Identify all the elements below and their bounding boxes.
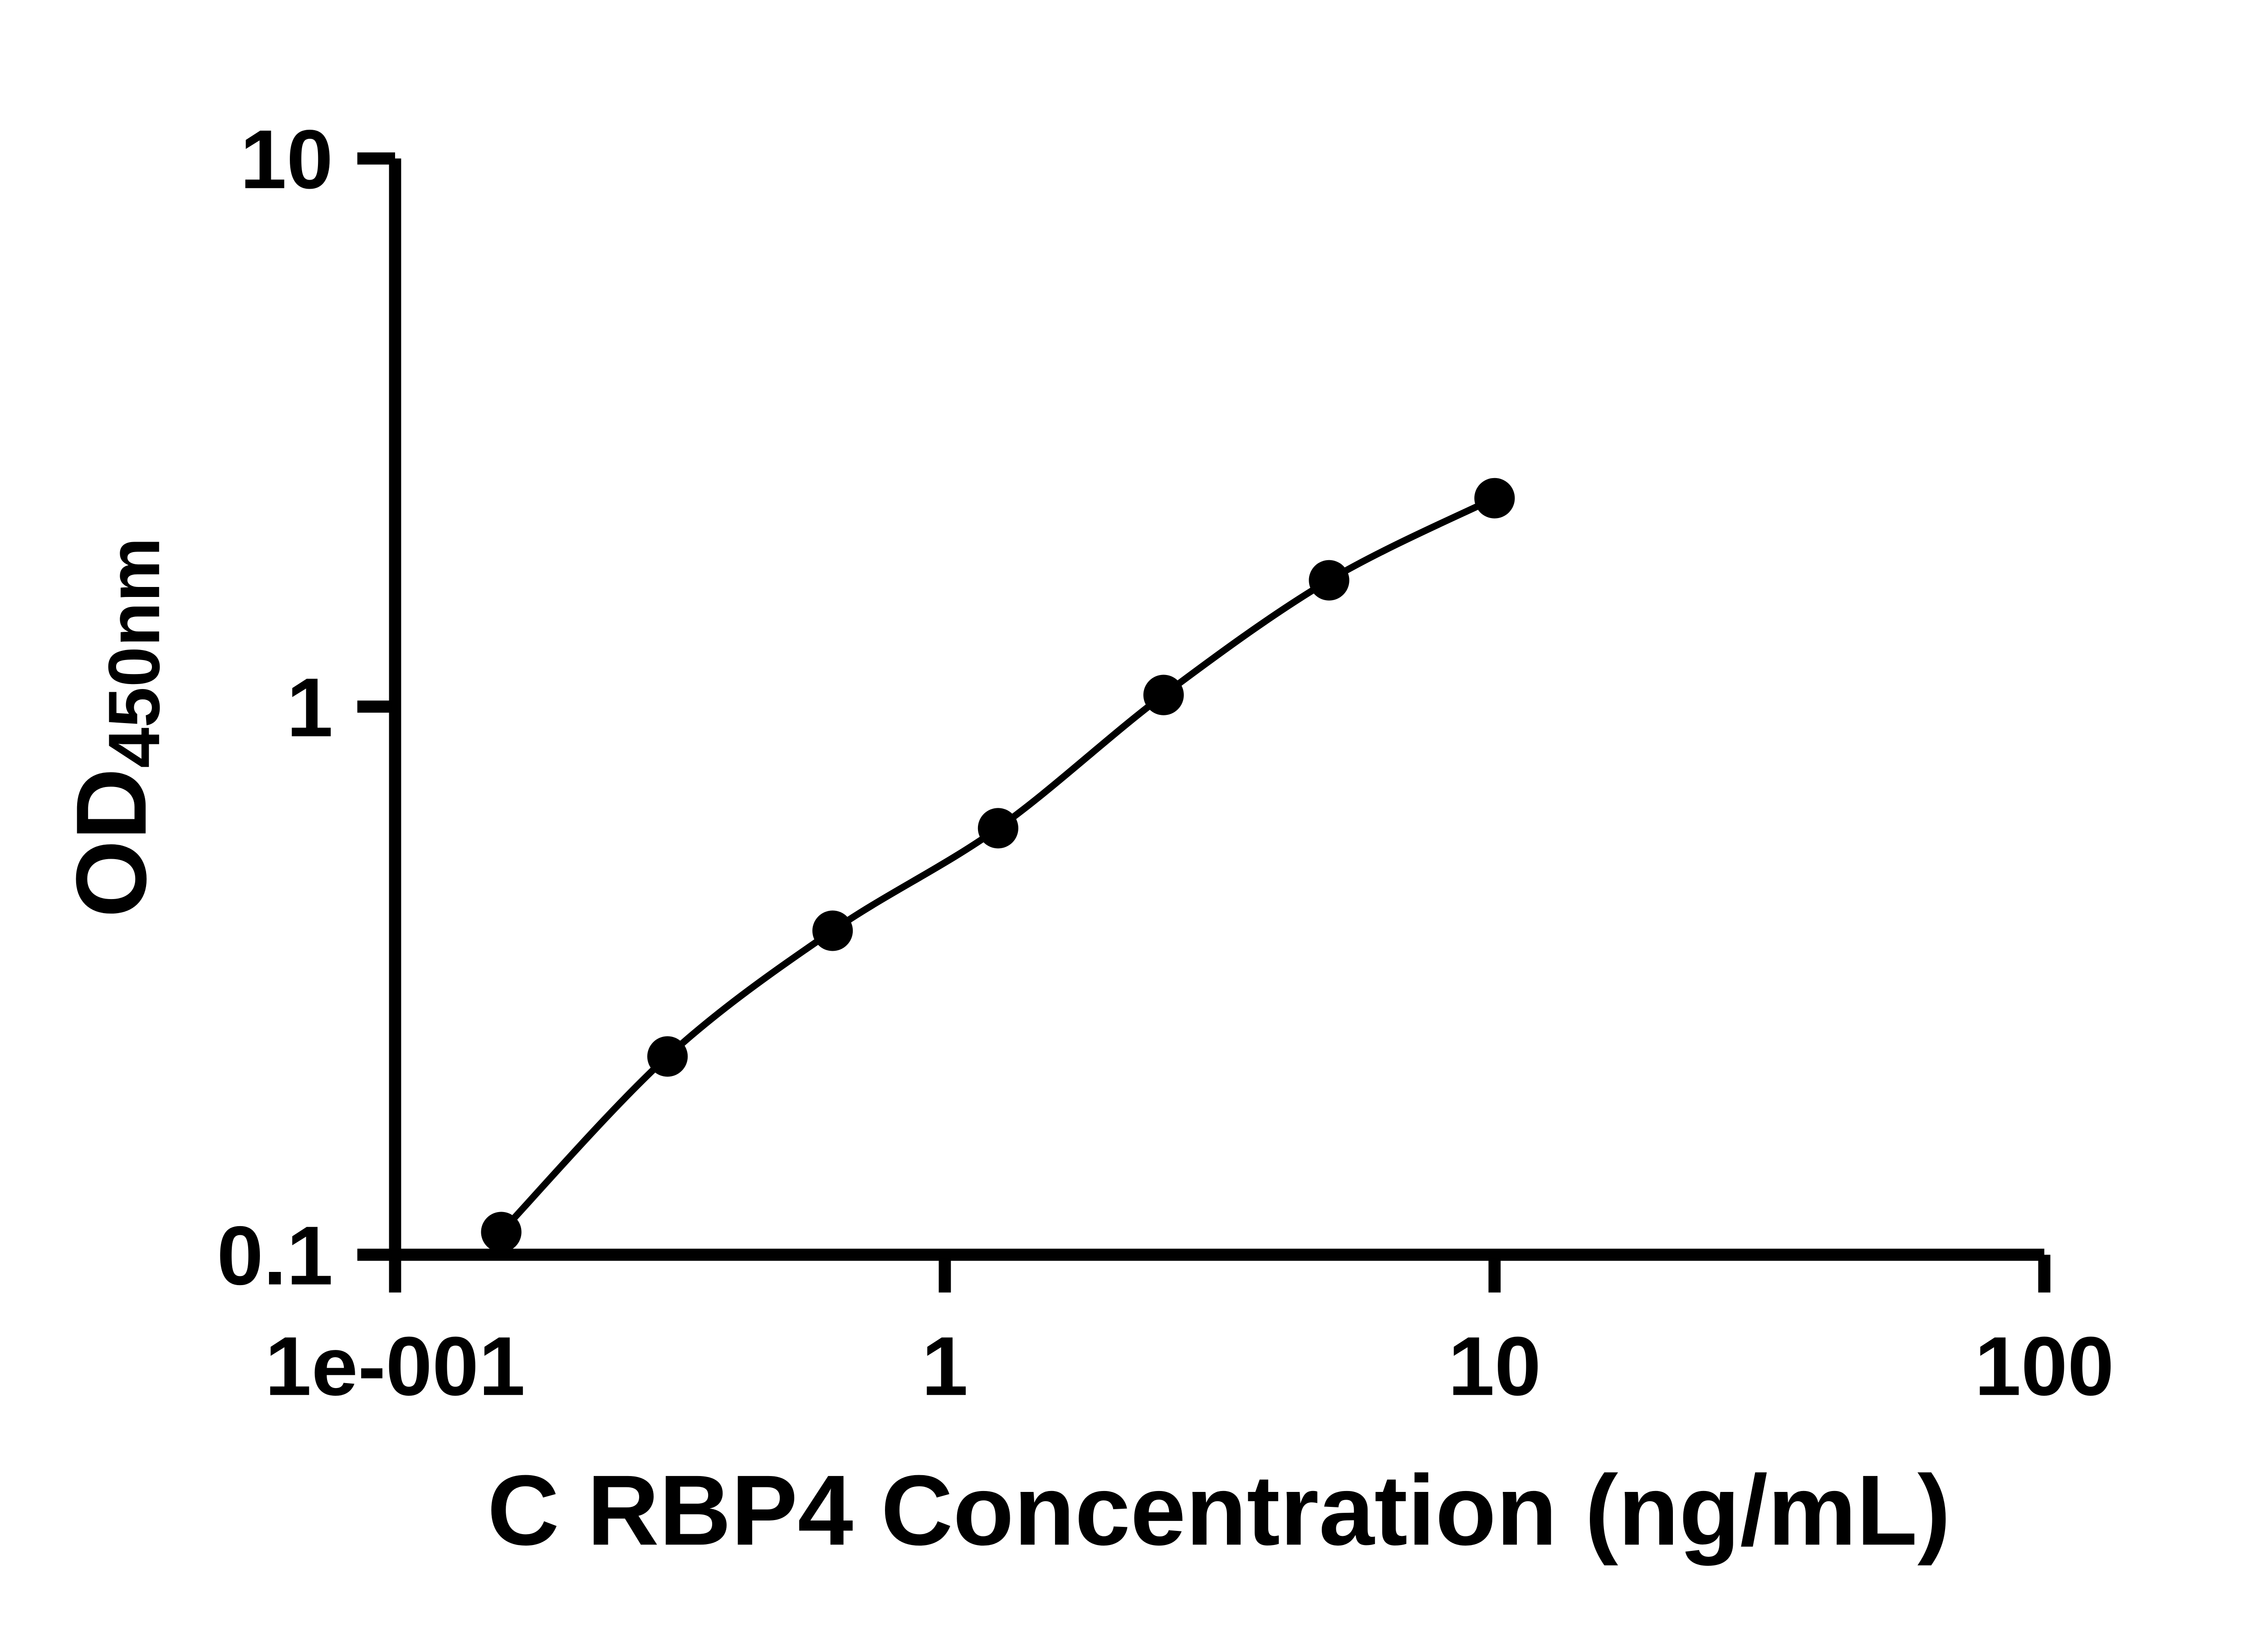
y-axis-title-sub: 450nm <box>94 538 175 768</box>
data-point <box>978 808 1018 849</box>
x-tick-label: 100 <box>1975 1320 2114 1413</box>
y-axis-title-main: OD <box>55 768 167 918</box>
data-point <box>1309 560 1349 601</box>
series-layer <box>481 478 1515 1252</box>
y-tick-label: 0.1 <box>217 1209 333 1303</box>
data-point <box>812 910 853 951</box>
data-point <box>1143 675 1184 715</box>
x-tick-label: 10 <box>1448 1320 1541 1413</box>
tick-labels-layer: 1e-001 1 10 100 0.1 1 10 <box>217 113 2114 1413</box>
y-axis-title: OD450nm <box>55 538 175 918</box>
data-point <box>647 1036 688 1077</box>
data-point <box>1474 478 1515 518</box>
ticks-layer <box>357 152 2051 1293</box>
x-tick-label: 1 <box>922 1320 968 1413</box>
data-point <box>481 1212 522 1252</box>
x-tick-label: 1e-001 <box>265 1320 525 1413</box>
x-axis-title: C RBP4 Concentration (ng/mL) <box>487 1454 1950 1566</box>
fit-curve <box>499 495 1496 1235</box>
axes-layer <box>389 158 2044 1261</box>
y-tick-label: 1 <box>287 661 333 754</box>
y-tick-label: 10 <box>240 113 333 206</box>
axis-spine <box>389 158 2044 1261</box>
